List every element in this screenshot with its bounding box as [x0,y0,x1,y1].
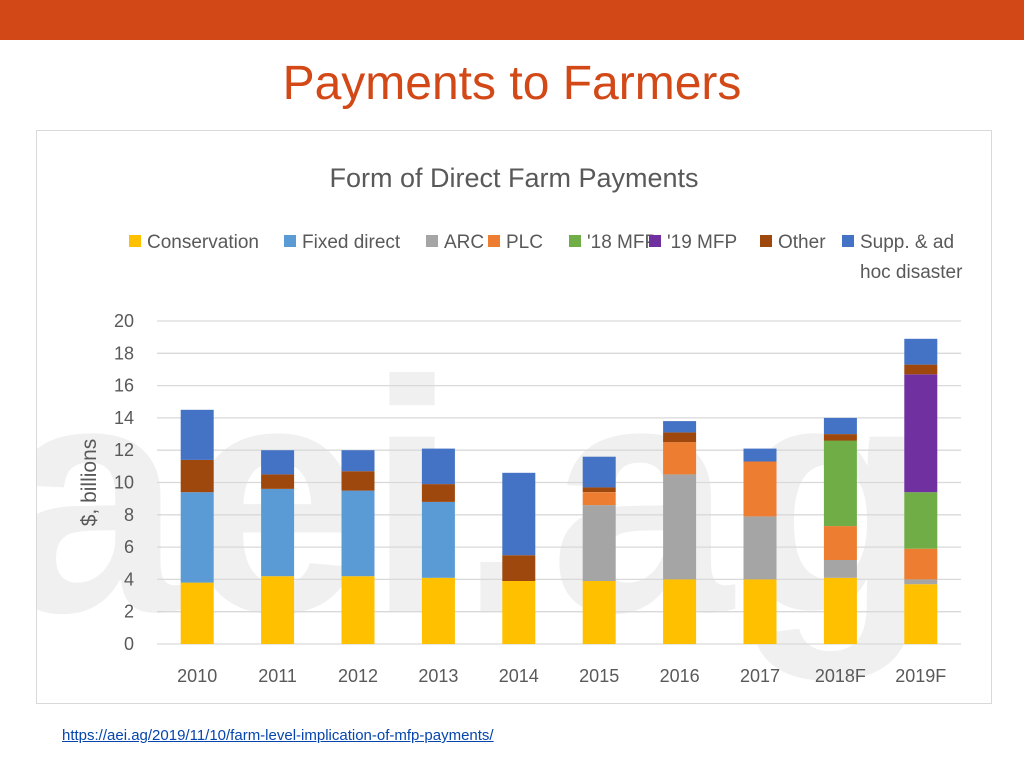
legend-label: Supp. & ad [860,232,954,253]
x-tick-label: 2018F [815,666,866,686]
bar-segment [823,526,857,560]
bar-segment [261,576,295,644]
bar-segment [823,417,857,435]
legend-label: '18 MFP [587,232,657,253]
bar-segment [341,450,375,472]
bar-segment [341,576,375,644]
bar-segment [180,459,214,493]
bar-segment [582,581,616,644]
legend-swatch [426,235,438,247]
x-tick-label: 2017 [740,666,780,686]
legend-label: PLC [506,232,543,253]
slide-title: Payments to Farmers [282,57,742,110]
bar-segment [823,577,857,644]
bar-segment [743,448,777,462]
bar-segment [421,448,455,485]
legend-swatch [488,235,500,247]
bar-segment [582,505,616,581]
legend-swatch [569,235,581,247]
bar-segment [904,584,938,644]
bar-segment [421,501,455,578]
bar-segment [261,450,295,475]
x-tick-label: 2019F [895,666,946,686]
bar-segment [904,492,938,549]
legend-label: Other [778,232,826,253]
x-tick-label: 2010 [177,666,217,686]
chart-title: Form of Direct Farm Payments [329,163,698,193]
y-tick-label: 8 [124,505,134,525]
bar-segment [823,560,857,578]
bar-segment [904,364,938,375]
legend-label: ARC [444,232,484,253]
legend-label: hoc disaster [860,262,963,283]
top-accent-bar [0,0,1024,40]
y-tick-label: 16 [114,376,134,396]
bar-segment [582,487,616,493]
legend-label: '19 MFP [667,232,737,253]
bar-segment [261,489,295,577]
legend-swatch [842,235,854,247]
x-tick-label: 2013 [418,666,458,686]
bar-segment [904,374,938,493]
bar-segment [663,432,697,443]
bar-segment [502,555,536,581]
x-tick-label: 2014 [499,666,539,686]
bar-segment [823,440,857,527]
y-tick-label: 18 [114,343,134,363]
bar-segment [743,516,777,580]
bar-segment [663,579,697,644]
bar-segment [421,484,455,502]
bar-segment [904,338,938,365]
legend-swatch [649,235,661,247]
bar-segment [180,582,214,644]
y-tick-label: 10 [114,473,134,493]
source-link[interactable]: https://aei.ag/2019/11/10/farm-level-imp… [62,727,494,744]
bar-segment [582,492,616,506]
bar-segment [502,581,536,644]
bar-segment [502,472,536,556]
bar-segment [341,471,375,491]
legend-label: Fixed direct [302,232,401,253]
y-tick-label: 14 [114,408,134,428]
bar-segment [743,579,777,644]
x-tick-label: 2015 [579,666,619,686]
legend-swatch [284,235,296,247]
y-tick-label: 20 [114,311,134,331]
bar-segment [582,456,616,488]
y-tick-label: 0 [124,634,134,654]
y-tick-label: 4 [124,569,134,589]
legend-swatch [760,235,772,247]
bar-segment [904,548,938,580]
x-tick-label: 2012 [338,666,378,686]
x-tick-label: 2011 [258,666,297,686]
bar-segment [261,474,295,489]
bar-segment [663,442,697,475]
y-tick-label: 2 [124,602,134,622]
y-tick-label: 12 [114,440,134,460]
y-axis-label: $, billions [78,439,101,527]
bar-segment [663,474,697,580]
legend-swatch [129,235,141,247]
legend-label: Conservation [147,232,259,253]
x-tick-label: 2016 [660,666,700,686]
y-tick-label: 6 [124,537,134,557]
bar-segment [823,434,857,441]
bar-segment [180,492,214,583]
bar-segment [743,461,777,517]
bar-segment [180,409,214,460]
bar-segment [904,579,938,585]
chart-frame: aei.ag Form of Direct Farm Payments 0 2 4 6 8… [36,130,992,704]
stacked-bar-chart: Form of Direct Farm Payments 0 2 4 6 8 10 12 14 1… [78,163,963,686]
bar-segment [421,577,455,644]
bar-segment [663,421,697,433]
bar-segment [341,490,375,577]
